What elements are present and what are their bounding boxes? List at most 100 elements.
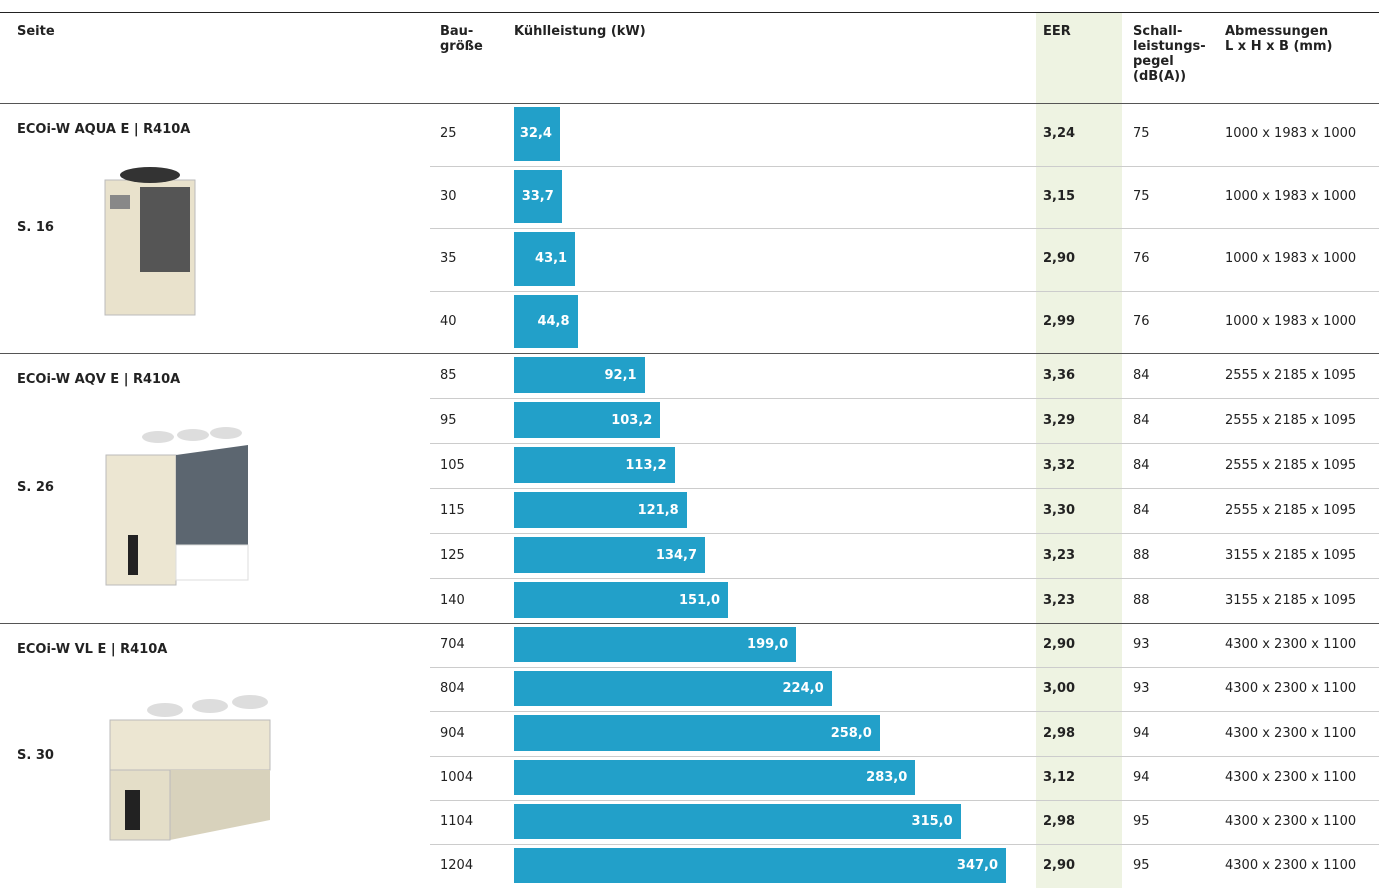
eer: 3,29: [1043, 412, 1076, 428]
capacity-label: 151,0: [678, 592, 721, 608]
eer: 3,30: [1043, 502, 1076, 518]
sound-level: 75: [1133, 188, 1150, 204]
dimensions: 2555 x 2185 x 1095: [1225, 367, 1357, 383]
eer: 2,90: [1043, 858, 1076, 874]
size: 125: [440, 547, 465, 563]
dimensions: 1000 x 1983 x 1000: [1225, 188, 1357, 204]
capacity-label: 347,0: [956, 858, 999, 874]
row-rule: [430, 711, 1379, 713]
dimensions: 2555 x 2185 x 1095: [1225, 457, 1357, 473]
row-rule: [430, 844, 1379, 845]
capacity-label: 33,7: [521, 188, 554, 204]
capacity-bar: [514, 107, 560, 161]
capacity-bar: [514, 447, 675, 483]
row-rule: [430, 228, 1379, 229]
capacity-label: 113,2: [625, 457, 667, 473]
sound-level: 76: [1133, 251, 1150, 267]
size: 35: [440, 251, 457, 267]
dimensions: 4300 x 2300 x 1100: [1225, 681, 1357, 697]
size: 85: [440, 367, 457, 383]
size: 1204: [440, 858, 474, 874]
capacity-bar: [514, 803, 961, 839]
sound-level: 76: [1133, 313, 1150, 329]
row-rule: [430, 443, 1379, 444]
eer-column-bg: [1036, 13, 1122, 888]
capacity-label: 258,0: [830, 725, 872, 741]
capacity-bar: [514, 169, 562, 223]
group-name: ECOi-W AQV E | R410A: [17, 372, 181, 387]
unit-image: [105, 427, 249, 586]
dimensions: 1000 x 1983 x 1000: [1225, 126, 1357, 142]
eer: 3,23: [1043, 547, 1076, 563]
top-rule: [0, 12, 1379, 13]
capacity-label: 134,7: [655, 547, 697, 563]
sound-level: 94: [1133, 769, 1150, 785]
size: 105: [440, 457, 465, 473]
capacity-label: 32,4: [519, 126, 552, 142]
eer: 2,90: [1043, 637, 1076, 653]
size: 95: [440, 412, 457, 428]
capacity-label: 103,2: [611, 412, 653, 428]
dimensions: 1000 x 1983 x 1000: [1225, 313, 1357, 329]
size: 1104: [440, 813, 474, 829]
page-ref: S. 16: [17, 220, 54, 235]
sound-level: 93: [1133, 637, 1150, 653]
dimensions: 2555 x 2185 x 1095: [1225, 502, 1357, 518]
eer: 2,98: [1043, 813, 1076, 829]
capacity-label: 283,0: [866, 769, 908, 785]
capacity-label: 43,1: [535, 251, 568, 267]
sound-level: 95: [1133, 858, 1150, 874]
capacity-bar: [514, 848, 1007, 884]
group-name: ECOi-W VL E | R410A: [17, 642, 168, 657]
column-header: EER: [1043, 24, 1071, 39]
sound-level: 94: [1133, 725, 1150, 741]
size: 115: [440, 502, 465, 518]
column-header: Abmessungen L x H x B (mm): [1225, 24, 1333, 54]
capacity-bar: [514, 715, 880, 751]
dimensions: 4300 x 2300 x 1100: [1225, 725, 1357, 741]
capacity-label: 315,0: [911, 813, 953, 829]
dimensions: 4300 x 2300 x 1100: [1225, 813, 1357, 829]
group-rule: [0, 623, 1379, 624]
column-header: Seite: [17, 24, 55, 39]
capacity-label: 121,8: [637, 502, 679, 518]
size: 704: [440, 637, 465, 653]
capacity-label: 92,1: [604, 367, 637, 383]
capacity-bar: [514, 492, 687, 528]
eer: 3,23: [1043, 592, 1076, 608]
group-rule: [0, 103, 1379, 104]
size: 140: [440, 592, 465, 608]
eer: 3,36: [1043, 367, 1076, 383]
capacity-label: 199,0: [747, 637, 789, 653]
capacity-bar: [514, 759, 916, 795]
capacity-bar: [514, 537, 705, 573]
dimensions: 4300 x 2300 x 1100: [1225, 858, 1357, 874]
sound-level: 84: [1133, 502, 1150, 518]
sound-level: 88: [1133, 592, 1150, 608]
dimensions: 1000 x 1983 x 1000: [1225, 251, 1357, 267]
column-header: Kühlleistung (kW): [514, 24, 646, 39]
eer: 3,32: [1043, 457, 1076, 473]
row-rule: [430, 398, 1379, 399]
eer: 3,12: [1043, 769, 1076, 785]
size: 1004: [440, 769, 474, 785]
capacity-bar: [514, 627, 797, 663]
row-rule: [430, 755, 1379, 757]
size: 904: [440, 725, 465, 741]
sound-level: 88: [1133, 547, 1150, 563]
sound-level: 84: [1133, 367, 1150, 383]
row-rule: [430, 799, 1379, 801]
dimensions: 4300 x 2300 x 1100: [1225, 637, 1357, 653]
dimensions: 2555 x 2185 x 1095: [1225, 412, 1357, 428]
page-ref: S. 30: [17, 747, 54, 763]
capacity-bar: [514, 402, 661, 438]
capacity-bar: [514, 357, 645, 393]
sound-level: 84: [1133, 457, 1150, 473]
size: 30: [440, 188, 457, 204]
eer: 2,90: [1043, 251, 1076, 267]
size: 25: [440, 126, 457, 142]
row-rule: [430, 488, 1379, 489]
row-rule: [430, 165, 1379, 167]
